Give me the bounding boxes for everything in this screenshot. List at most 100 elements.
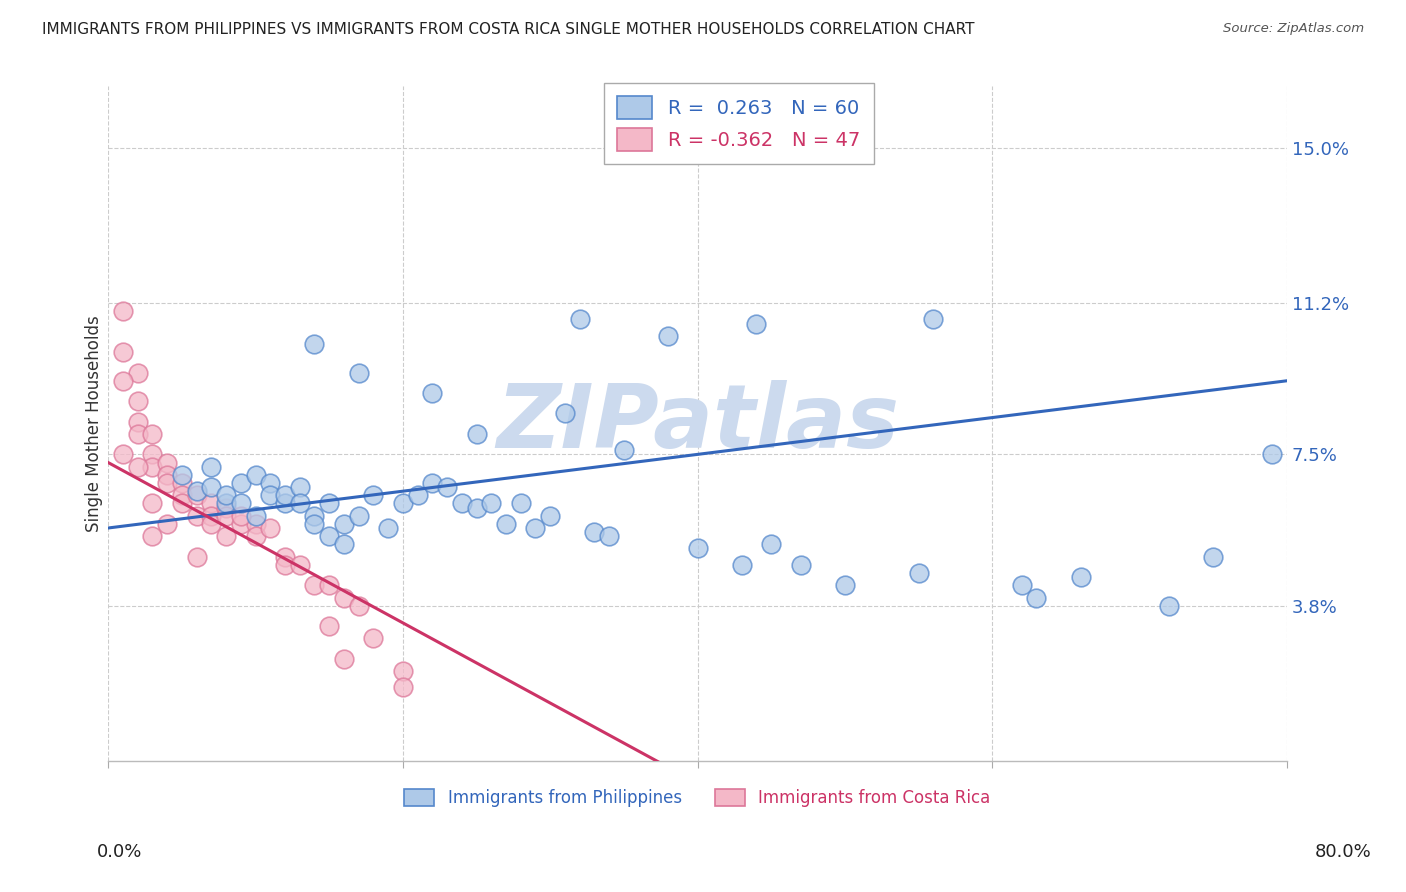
Point	[170, 496, 193, 510]
Point	[215, 500, 238, 515]
Text: 0.0%: 0.0%	[97, 843, 142, 861]
Point	[538, 508, 561, 523]
Point	[347, 508, 370, 523]
Point	[333, 537, 356, 551]
Point	[304, 508, 326, 523]
Point	[598, 529, 620, 543]
Point	[245, 529, 267, 543]
Point	[450, 496, 472, 510]
Point	[583, 525, 606, 540]
Point	[377, 521, 399, 535]
Point	[111, 304, 134, 318]
Point	[259, 475, 281, 490]
Point	[479, 496, 502, 510]
Point	[392, 496, 415, 510]
Point	[170, 475, 193, 490]
Point	[318, 578, 340, 592]
Point	[333, 591, 356, 605]
Point	[156, 467, 179, 482]
Point	[274, 496, 297, 510]
Point	[259, 521, 281, 535]
Point	[141, 447, 163, 461]
Point	[1157, 599, 1180, 613]
Point	[465, 426, 488, 441]
Point	[215, 529, 238, 543]
Point	[613, 443, 636, 458]
Point	[229, 475, 252, 490]
Point	[759, 537, 782, 551]
Point	[363, 488, 385, 502]
Point	[200, 516, 222, 531]
Point	[141, 426, 163, 441]
Point	[127, 415, 149, 429]
Point	[731, 558, 754, 572]
Point	[200, 496, 222, 510]
Point	[304, 578, 326, 592]
Point	[392, 681, 415, 695]
Point	[1202, 549, 1225, 564]
Point	[907, 566, 929, 580]
Point	[745, 317, 768, 331]
Point	[922, 312, 945, 326]
Point	[274, 558, 297, 572]
Point	[127, 459, 149, 474]
Point	[318, 619, 340, 633]
Point	[554, 407, 576, 421]
Point	[1261, 447, 1284, 461]
Point	[420, 386, 443, 401]
Point	[111, 447, 134, 461]
Point	[420, 475, 443, 490]
Point	[141, 529, 163, 543]
Point	[111, 345, 134, 359]
Point	[127, 394, 149, 409]
Point	[436, 480, 458, 494]
Point	[170, 467, 193, 482]
Point	[392, 664, 415, 678]
Point	[347, 366, 370, 380]
Point	[186, 488, 208, 502]
Point	[304, 516, 326, 531]
Point	[156, 475, 179, 490]
Point	[111, 374, 134, 388]
Point	[245, 508, 267, 523]
Point	[318, 529, 340, 543]
Point	[200, 508, 222, 523]
Point	[347, 599, 370, 613]
Point	[789, 558, 811, 572]
Point	[524, 521, 547, 535]
Point	[495, 516, 517, 531]
Point	[288, 480, 311, 494]
Point	[1025, 591, 1047, 605]
Point	[304, 337, 326, 351]
Point	[288, 496, 311, 510]
Y-axis label: Single Mother Households: Single Mother Households	[86, 316, 103, 533]
Point	[186, 549, 208, 564]
Point	[141, 459, 163, 474]
Point	[229, 496, 252, 510]
Point	[156, 516, 179, 531]
Point	[318, 496, 340, 510]
Point	[834, 578, 856, 592]
Point	[170, 488, 193, 502]
Point	[568, 312, 591, 326]
Point	[127, 366, 149, 380]
Point	[200, 480, 222, 494]
Point	[156, 456, 179, 470]
Point	[245, 467, 267, 482]
Point	[215, 496, 238, 510]
Point	[509, 496, 531, 510]
Point	[200, 459, 222, 474]
Point	[1011, 578, 1033, 592]
Text: 80.0%: 80.0%	[1315, 843, 1371, 861]
Point	[259, 488, 281, 502]
Point	[229, 516, 252, 531]
Point	[363, 632, 385, 646]
Text: IMMIGRANTS FROM PHILIPPINES VS IMMIGRANTS FROM COSTA RICA SINGLE MOTHER HOUSEHOL: IMMIGRANTS FROM PHILIPPINES VS IMMIGRANT…	[42, 22, 974, 37]
Point	[1070, 570, 1092, 584]
Point	[127, 426, 149, 441]
Point	[686, 541, 709, 556]
Point	[215, 508, 238, 523]
Point	[333, 516, 356, 531]
Legend: Immigrants from Philippines, Immigrants from Costa Rica: Immigrants from Philippines, Immigrants …	[398, 782, 997, 814]
Point	[245, 516, 267, 531]
